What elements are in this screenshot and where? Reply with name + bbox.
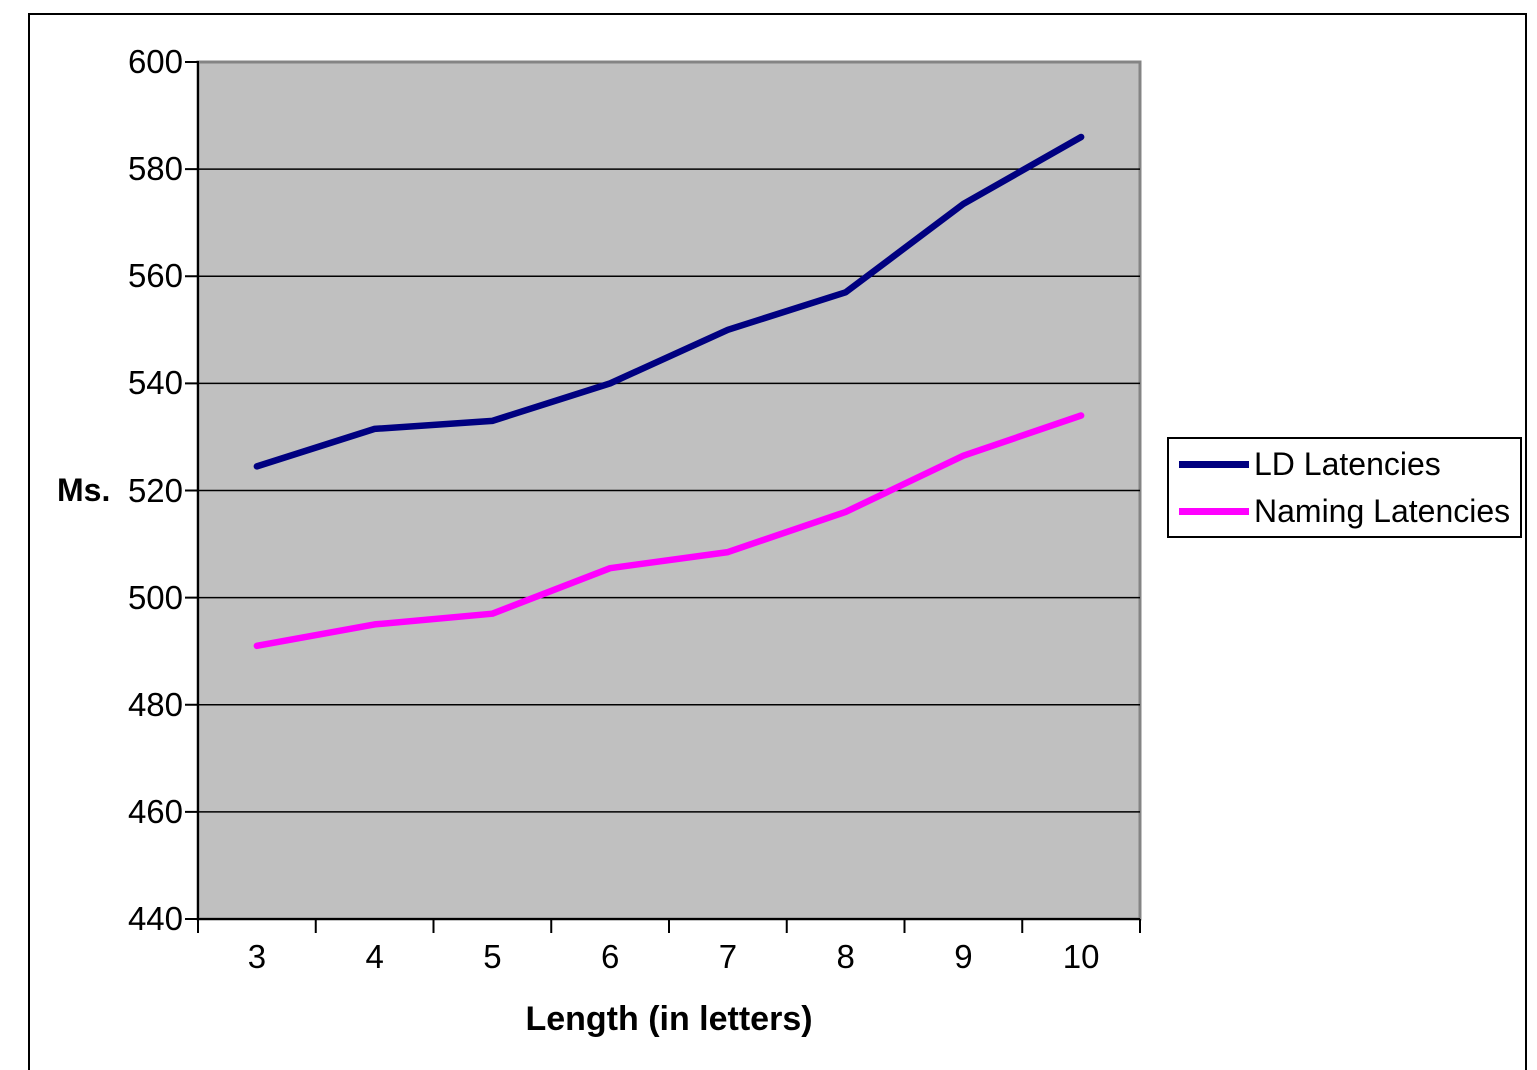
y-tick-label-540: 540	[127, 364, 183, 402]
legend-item-naming-latencies: Naming Latencies	[1169, 488, 1520, 535]
x-tick-label-4: 4	[365, 938, 384, 975]
x-axis-title: Length (in letters)	[525, 1000, 813, 1038]
y-tick-label-560: 560	[127, 257, 183, 295]
legend-label: LD Latencies	[1254, 445, 1441, 482]
x-tick-label-3: 3	[247, 938, 267, 975]
x-tick-label-7: 7	[718, 938, 738, 975]
y-tick-label-600: 600	[127, 43, 183, 80]
legend-label: Naming Latencies	[1254, 492, 1511, 529]
ld-latencies-line-swatch	[1179, 460, 1249, 468]
legend-item-ld-latencies: LD Latencies	[1169, 441, 1520, 488]
y-axis-title: Ms.	[57, 472, 111, 508]
series-line-ld-latencies	[253, 133, 1085, 470]
y-tick-label-500: 500	[127, 578, 183, 616]
y-tick-label-440: 440	[127, 900, 183, 937]
y-tick-label-480: 480	[127, 685, 183, 723]
chart-legend: LD Latencies Naming Latencies	[1167, 437, 1522, 538]
x-tick-label-6: 6	[600, 938, 620, 975]
x-tick-label-10: 10	[1062, 938, 1100, 975]
y-tick-label-520: 520	[127, 471, 183, 509]
x-tick-label-9: 9	[954, 938, 973, 975]
naming-latencies-line-swatch	[1179, 507, 1249, 515]
y-tick-label-580: 580	[127, 150, 183, 188]
x-tick-label-5: 5	[483, 938, 502, 975]
series-line-naming-latencies	[253, 412, 1085, 650]
y-tick-label-460: 460	[127, 792, 183, 830]
x-tick-label-8: 8	[836, 938, 855, 975]
